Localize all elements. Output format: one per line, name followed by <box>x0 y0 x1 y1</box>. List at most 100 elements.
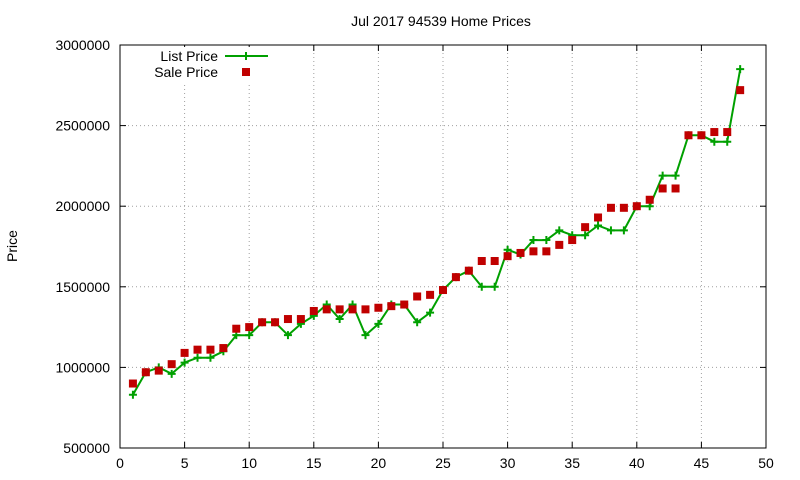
x-tick-label: 5 <box>181 455 189 471</box>
sale-price-point <box>723 128 732 137</box>
x-tick-label: 15 <box>306 455 322 471</box>
sale-price-point <box>413 292 422 301</box>
list-price-point <box>671 171 680 180</box>
sale-price-point <box>632 202 641 211</box>
sale-price-point <box>684 131 693 140</box>
y-tick-label: 500000 <box>63 440 110 456</box>
sale-price-point <box>426 290 435 299</box>
sale-price-point <box>671 184 680 193</box>
x-tick-label: 35 <box>564 455 580 471</box>
legend: List Price Sale Price <box>124 47 270 83</box>
sale-price-point <box>439 286 447 295</box>
sale-price-point <box>645 195 654 204</box>
sale-price-point <box>361 305 370 314</box>
sale-price-point <box>128 379 137 388</box>
sale-price-point <box>400 300 409 309</box>
legend-label-sale-price: Sale Price <box>154 64 218 80</box>
sale-price-point <box>503 252 512 261</box>
sale-price-point <box>477 257 486 266</box>
y-tick-label: 3000000 <box>55 37 110 53</box>
sale-price-point <box>271 318 280 327</box>
sale-price-point <box>387 302 396 311</box>
list-price-point <box>374 319 383 328</box>
sale-price-point <box>154 366 163 375</box>
list-price-point <box>193 353 202 362</box>
sale-price-point <box>296 315 305 324</box>
list-price-point <box>529 236 538 245</box>
series-layer <box>128 65 745 399</box>
sale-price-point <box>594 213 603 222</box>
list-price-point <box>206 353 215 362</box>
list-price-point <box>542 236 551 245</box>
list-price-point <box>490 282 499 291</box>
sale-price-point <box>206 345 215 354</box>
x-tick-label: 10 <box>241 455 257 471</box>
x-tick-label: 40 <box>629 455 645 471</box>
x-tick-label: 20 <box>371 455 387 471</box>
sale-price-point <box>736 86 745 95</box>
sale-price-point <box>258 318 267 327</box>
list-price-point <box>128 390 137 399</box>
sale-price-point <box>568 236 577 245</box>
list-price-point <box>619 226 628 235</box>
x-tick-label: 25 <box>435 455 451 471</box>
sale-price-point <box>322 305 331 314</box>
grid-lines <box>120 45 766 448</box>
sale-price-point <box>309 306 318 315</box>
list-price-point <box>710 137 719 146</box>
sale-price-point <box>219 344 228 353</box>
sale-price-point <box>516 248 525 257</box>
list-price-point <box>167 369 176 378</box>
list-price-point <box>555 226 564 235</box>
list-price-point <box>606 226 615 235</box>
x-tick-label: 45 <box>694 455 710 471</box>
list-price-point <box>736 65 745 74</box>
list-price-point <box>723 137 732 146</box>
x-tick-label: 50 <box>758 455 774 471</box>
sale-price-point <box>180 348 189 357</box>
list-price-point <box>180 358 189 367</box>
y-tick-label: 1000000 <box>55 359 110 375</box>
list-price-point <box>594 221 603 230</box>
y-tick-label: 2000000 <box>55 198 110 214</box>
list-price-point <box>477 282 486 291</box>
sale-price-point <box>464 266 473 275</box>
sale-price-point <box>283 315 292 324</box>
chart-title: Jul 2017 94539 Home Prices <box>351 13 531 29</box>
list-price-point <box>658 171 667 180</box>
sale-price-point <box>348 305 357 314</box>
y-tick-label: 2500000 <box>55 118 110 134</box>
axis-ticks: 0 5 10 15 20 25 30 35 40 45 50 500000 1000000 1500000… <box>55 37 774 471</box>
sale-price-point <box>619 203 628 212</box>
sale-price-point <box>232 324 241 333</box>
sale-price-point <box>710 128 719 137</box>
x-tick-label: 30 <box>500 455 516 471</box>
sale-price-point <box>245 323 254 332</box>
sale-price-point <box>606 203 615 212</box>
list-price-point <box>283 331 292 340</box>
list-price-point <box>361 331 370 340</box>
sale-price-point <box>555 240 564 249</box>
y-axis-label: Price <box>4 230 20 262</box>
sale-price-point <box>335 305 344 314</box>
sale-price-point <box>542 247 551 256</box>
list-price-point <box>581 231 590 240</box>
list-price-point <box>426 308 435 317</box>
sale-price-point <box>451 273 460 282</box>
sale-price-point <box>193 345 202 354</box>
sale-price-point <box>141 368 150 377</box>
list-price-point <box>413 318 422 327</box>
sale-price-point <box>490 257 499 266</box>
legend-label-list-price: List Price <box>160 48 218 64</box>
y-tick-label: 1500000 <box>55 279 110 295</box>
sale-price-point <box>167 360 176 369</box>
list-price-point <box>335 315 344 324</box>
legend-marker-sale-price <box>242 68 250 76</box>
sale-price-point <box>529 247 538 256</box>
sale-price-point <box>697 131 706 140</box>
x-tick-label: 0 <box>116 455 124 471</box>
list-price-point <box>245 331 254 340</box>
legend-marker-list-price <box>242 52 250 60</box>
sale-price-point <box>374 303 383 312</box>
